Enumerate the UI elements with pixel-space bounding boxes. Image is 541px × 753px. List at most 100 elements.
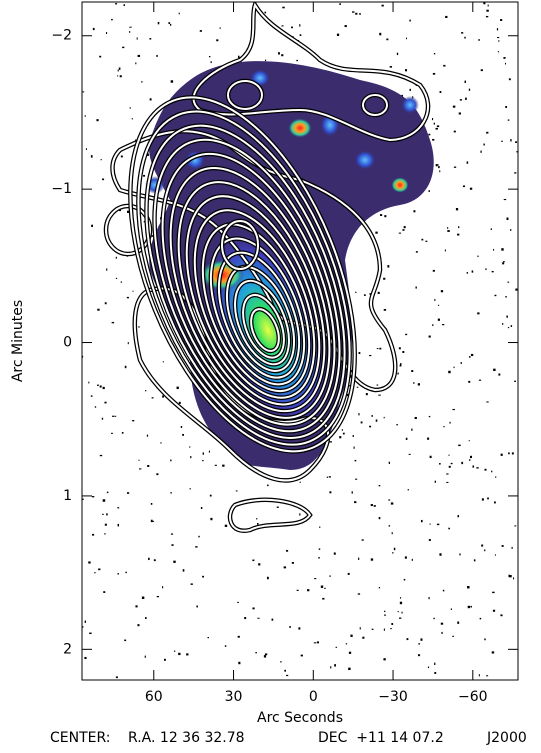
speckle bbox=[390, 628, 392, 630]
speckle bbox=[478, 379, 482, 381]
contour bbox=[234, 279, 290, 366]
speckle bbox=[136, 37, 138, 40]
speckle bbox=[388, 525, 391, 527]
speckle bbox=[420, 519, 423, 523]
speckle bbox=[189, 488, 191, 490]
speckle bbox=[506, 315, 508, 318]
x-tick-label: −60 bbox=[458, 689, 488, 705]
speckle bbox=[189, 446, 191, 448]
speckle bbox=[397, 372, 399, 375]
speckle bbox=[435, 127, 438, 130]
speckle bbox=[150, 502, 153, 505]
speckle bbox=[256, 522, 259, 525]
speckle bbox=[350, 634, 353, 637]
speckle bbox=[318, 548, 321, 550]
speckle bbox=[326, 476, 328, 478]
speckle bbox=[173, 560, 176, 563]
speckle bbox=[298, 627, 301, 630]
speckle bbox=[428, 133, 431, 136]
speckle bbox=[362, 636, 365, 639]
speckle bbox=[377, 291, 380, 294]
speckle bbox=[258, 563, 261, 566]
speckle bbox=[151, 235, 154, 237]
speckle bbox=[138, 326, 140, 328]
speckle bbox=[88, 561, 91, 564]
speckle bbox=[349, 376, 353, 378]
y-tick-label: 1 bbox=[63, 488, 72, 504]
speckle bbox=[433, 122, 435, 125]
speckle bbox=[462, 185, 465, 188]
speckle bbox=[264, 11, 267, 14]
speckle bbox=[174, 650, 176, 652]
speckle bbox=[291, 26, 293, 29]
speckle bbox=[400, 363, 402, 366]
speckle bbox=[436, 523, 440, 526]
speckle bbox=[491, 470, 493, 473]
speckle bbox=[329, 575, 331, 577]
speckle bbox=[160, 442, 162, 444]
speckle bbox=[427, 437, 430, 440]
speckle bbox=[97, 384, 99, 386]
contour bbox=[137, 110, 351, 446]
hot-spot bbox=[391, 177, 409, 193]
speckle bbox=[470, 605, 472, 608]
speckle bbox=[365, 393, 368, 396]
speckle bbox=[498, 40, 500, 42]
speckle bbox=[111, 432, 113, 434]
speckle bbox=[214, 464, 217, 466]
speckle bbox=[162, 361, 164, 363]
speckle bbox=[383, 416, 385, 419]
speckle bbox=[224, 645, 227, 647]
speckle bbox=[329, 491, 332, 494]
speckle bbox=[458, 444, 461, 447]
contour bbox=[153, 138, 341, 433]
speckle bbox=[383, 277, 386, 280]
speckle bbox=[391, 552, 394, 554]
speckle bbox=[398, 347, 401, 350]
speckle bbox=[138, 459, 140, 461]
speckle bbox=[103, 591, 106, 593]
speckle bbox=[145, 389, 147, 392]
contour bbox=[209, 237, 306, 386]
speckle bbox=[459, 99, 462, 101]
speckle bbox=[486, 401, 489, 403]
speckle bbox=[92, 27, 95, 31]
speckle bbox=[503, 199, 507, 201]
speckle bbox=[96, 119, 99, 122]
speckle bbox=[98, 568, 101, 571]
speckle bbox=[156, 595, 159, 598]
speckle bbox=[104, 302, 107, 305]
speckle bbox=[119, 75, 122, 78]
speckle bbox=[339, 3, 341, 5]
speckle bbox=[478, 674, 480, 677]
speckle bbox=[216, 39, 219, 42]
speckle bbox=[494, 294, 497, 297]
contour bbox=[169, 166, 331, 419]
speckle bbox=[457, 621, 460, 624]
speckle bbox=[132, 290, 134, 292]
speckle bbox=[502, 323, 504, 325]
speckle bbox=[123, 4, 125, 7]
speckle bbox=[387, 265, 390, 268]
speckle bbox=[494, 554, 496, 556]
speckle bbox=[487, 497, 489, 500]
speckle bbox=[346, 393, 350, 397]
speckle bbox=[116, 75, 119, 77]
speckle bbox=[413, 382, 415, 384]
speckle bbox=[119, 209, 122, 212]
speckle bbox=[399, 364, 402, 367]
speckle bbox=[438, 463, 441, 465]
contours bbox=[103, 2, 431, 534]
speckle bbox=[405, 69, 408, 72]
speckle bbox=[351, 491, 353, 494]
speckle bbox=[149, 98, 152, 101]
speckle bbox=[200, 506, 203, 509]
speckle bbox=[354, 501, 357, 504]
speckle bbox=[428, 596, 430, 600]
speckle bbox=[334, 664, 336, 667]
speckle bbox=[355, 478, 358, 480]
speckle bbox=[486, 675, 489, 677]
speckle bbox=[384, 215, 387, 218]
footer-center: CENTER: bbox=[50, 730, 111, 746]
speckle bbox=[469, 356, 471, 358]
